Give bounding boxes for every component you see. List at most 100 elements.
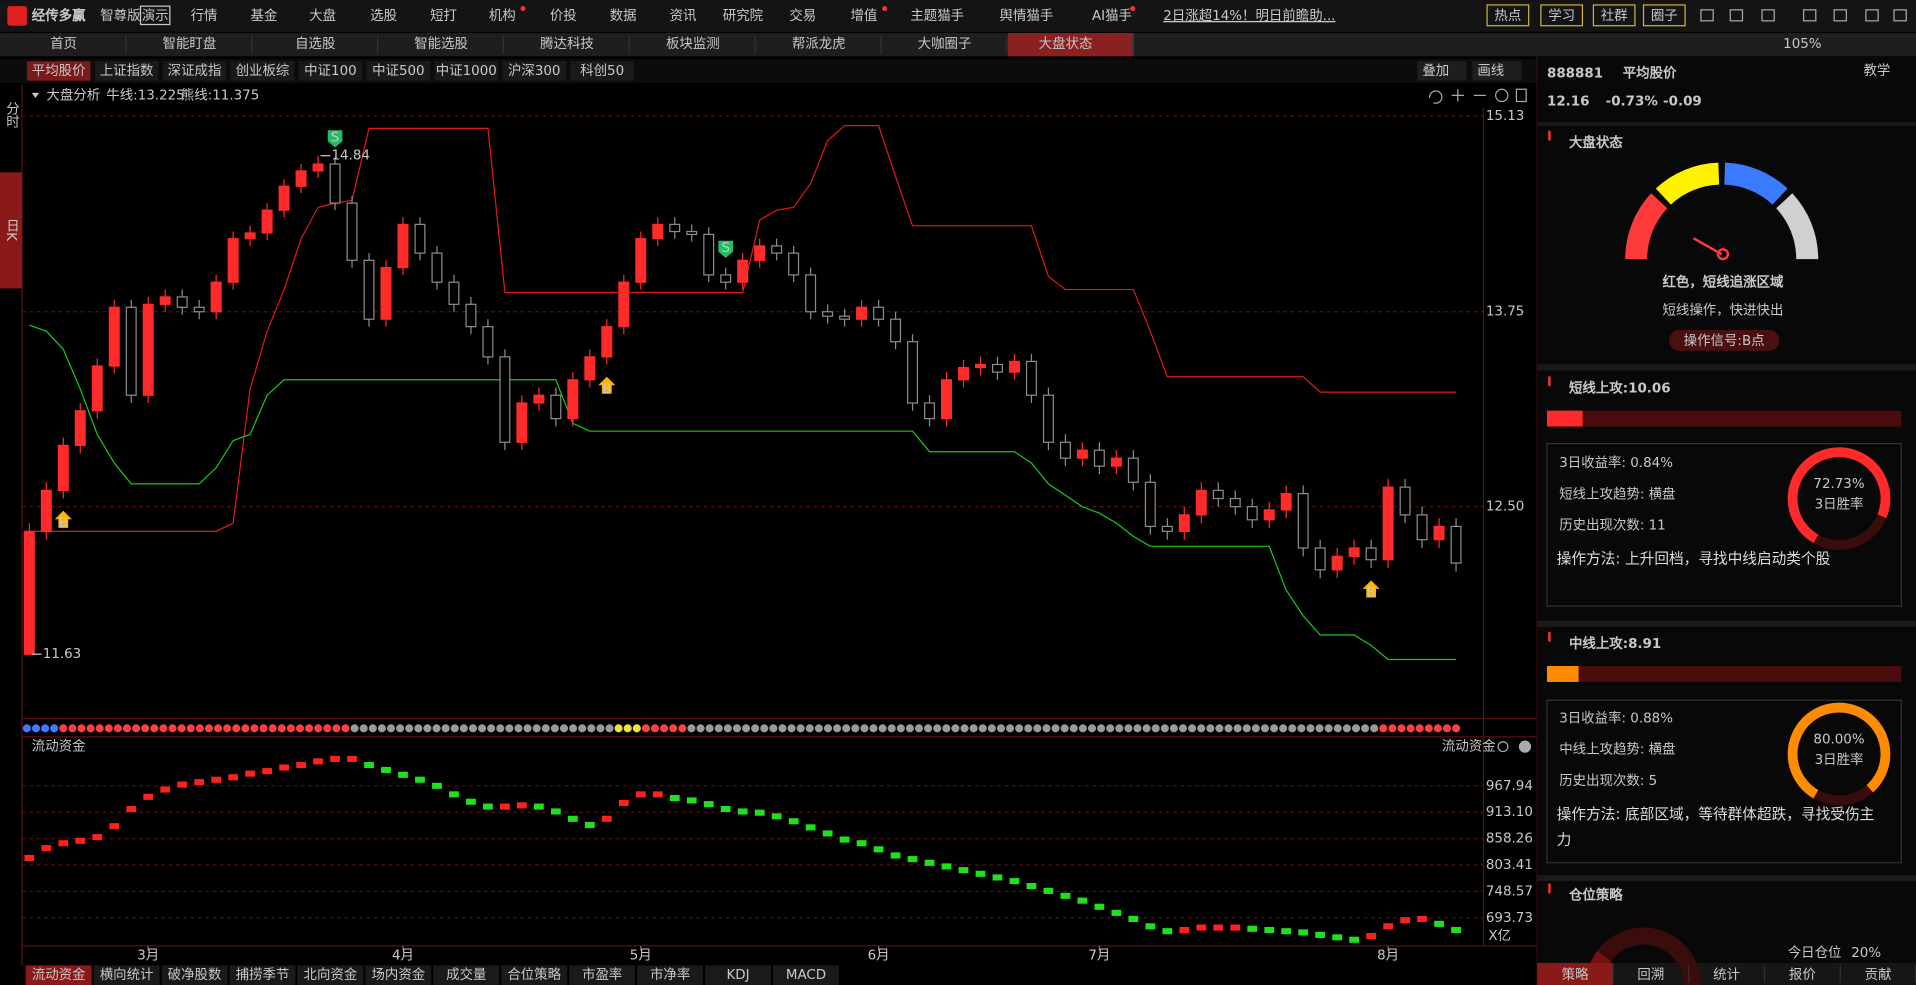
menu-item[interactable]: 数据 xyxy=(610,8,637,24)
menu-item[interactable]: 短打 xyxy=(430,7,457,24)
bottom-tab[interactable]: 合位策略 xyxy=(507,966,561,983)
tool-bg[interactable] xyxy=(1472,61,1522,81)
bottom-tab-bg[interactable] xyxy=(569,965,636,985)
top-button[interactable]: 学习 xyxy=(1548,8,1575,24)
bottom-tab-bg[interactable] xyxy=(25,965,92,985)
index-tab-bg[interactable] xyxy=(162,61,227,81)
index-tab[interactable]: 创业板综 xyxy=(236,63,290,79)
menu-item[interactable]: 资讯 xyxy=(670,8,697,24)
top-button[interactable]: 热点 xyxy=(1494,8,1521,24)
panel-tab[interactable]: 回溯 xyxy=(1637,967,1664,983)
bottom-tab[interactable]: MACD xyxy=(786,968,826,983)
side-active[interactable] xyxy=(0,172,22,289)
bottom-tab-bg[interactable] xyxy=(433,965,500,985)
bottom-tab-bg[interactable] xyxy=(365,965,432,985)
demo[interactable]: 演示 xyxy=(142,8,169,24)
menu-item[interactable]: 选股 xyxy=(370,8,397,24)
menu-item[interactable]: 交易 xyxy=(789,7,816,24)
menu-item[interactable]: 舆情猫手 xyxy=(1000,8,1054,24)
bottom-tab-bg[interactable] xyxy=(161,965,228,985)
index-tab-bg[interactable] xyxy=(26,61,91,81)
index-tab[interactable]: 科创50 xyxy=(580,63,624,79)
tab[interactable]: 首页 xyxy=(50,36,77,52)
panel-tab[interactable]: 贡献 xyxy=(1865,967,1892,983)
status-dot xyxy=(1188,724,1197,733)
tab[interactable]: 腾达科技 xyxy=(540,35,594,52)
panel-tab[interactable]: 策略 xyxy=(1562,966,1589,983)
tab[interactable]: 智能盯盘 xyxy=(163,35,217,52)
index-tab[interactable]: 中证500 xyxy=(372,63,425,79)
menu-item[interactable]: 研究院 xyxy=(723,8,763,24)
index-tab[interactable]: 中证100 xyxy=(304,63,357,79)
tab[interactable]: 大咖圈子 xyxy=(918,36,972,52)
index-tab-bg[interactable] xyxy=(94,61,159,81)
candle-body xyxy=(601,326,613,358)
panel-tab-active[interactable] xyxy=(1537,962,1613,985)
flow-tool[interactable] xyxy=(1497,741,1509,753)
status-dot xyxy=(95,724,104,733)
chart-tool[interactable] xyxy=(1495,88,1509,103)
bottom-tab[interactable]: 市净率 xyxy=(650,966,690,983)
menu-item[interactable]: 价投 xyxy=(550,8,577,24)
tab[interactable]: 智能选股 xyxy=(414,36,468,52)
flow-tool[interactable] xyxy=(1518,740,1532,753)
panel-tab[interactable]: 统计 xyxy=(1713,967,1740,983)
tool-bg[interactable] xyxy=(1417,61,1467,81)
index-tab-bg[interactable] xyxy=(230,61,295,81)
index-tab-bg[interactable] xyxy=(434,61,499,81)
menu-item[interactable]: 大盘 xyxy=(309,7,336,24)
bottom-tab-bg[interactable] xyxy=(229,965,296,985)
index-tab[interactable]: 深证成指 xyxy=(168,63,222,79)
index-tab[interactable]: 中证1000 xyxy=(436,63,497,79)
bottom-tab-bg[interactable] xyxy=(501,965,568,985)
bottom-tab[interactable]: 流动资金 xyxy=(32,967,86,983)
menu-item[interactable]: AI猫手 xyxy=(1092,8,1132,24)
menu-item[interactable]: 行情 xyxy=(191,8,218,24)
index-tab-bg[interactable] xyxy=(298,61,363,81)
promo[interactable]: 2日涨超14%！明日前瞻助... xyxy=(1163,7,1335,24)
menu-item[interactable]: 基金 xyxy=(250,7,277,24)
bottom-tab[interactable]: 场内资金 xyxy=(371,967,425,983)
panel-tab[interactable]: 报价 xyxy=(1789,967,1816,983)
top-button[interactable]: 圈子 xyxy=(1651,8,1678,24)
menu-item[interactable]: 主题猫手 xyxy=(910,8,964,24)
bottom-tab-bg[interactable] xyxy=(705,965,772,985)
index-tab-bg[interactable] xyxy=(366,61,431,81)
index-tab-bg[interactable] xyxy=(570,61,634,81)
bottom-tab[interactable]: KDJ xyxy=(726,968,749,983)
bottom-tab-bg[interactable] xyxy=(93,965,160,985)
chart-tool[interactable] xyxy=(1429,90,1443,104)
bottom-tab[interactable]: 捕捞季节 xyxy=(236,967,290,983)
tab[interactable]: 板块监测 xyxy=(666,36,720,52)
candle-body xyxy=(754,245,766,261)
tab[interactable]: 自选股 xyxy=(295,36,335,52)
tool[interactable]: 画线 xyxy=(1477,63,1504,79)
menu-item[interactable]: 增值 xyxy=(850,8,877,24)
side-minute[interactable]: 分时 xyxy=(3,101,20,128)
bottom-tab[interactable]: 成交量 xyxy=(446,966,486,983)
index-tab[interactable]: 上证指数 xyxy=(100,63,154,79)
tool[interactable]: 叠加 xyxy=(1422,63,1449,79)
bottom-tab[interactable]: 市盈率 xyxy=(582,966,622,983)
teach[interactable]: 教学 xyxy=(1863,63,1890,79)
chart-tool[interactable] xyxy=(1515,88,1527,103)
status-dot xyxy=(1042,724,1051,733)
bottom-tab-bg[interactable] xyxy=(297,965,364,985)
menu-item[interactable]: 机构 xyxy=(489,8,516,24)
bottom-tab[interactable]: 横向统计 xyxy=(100,967,154,983)
flow-title: 流动资金 xyxy=(32,739,86,755)
window-icon xyxy=(1729,9,1744,22)
status-dot xyxy=(1233,724,1242,733)
bottom-tab[interactable]: 北向资金 xyxy=(304,967,358,983)
bottom-tab-bg[interactable] xyxy=(637,965,704,985)
chart-tool[interactable] xyxy=(1451,89,1464,102)
index-tab-bg[interactable] xyxy=(502,61,567,81)
bottom-tab[interactable]: 破净股数 xyxy=(168,967,222,983)
index-tab[interactable]: 平均股价 xyxy=(32,63,86,79)
tab[interactable]: 大盘状态 xyxy=(1039,35,1093,52)
top-button[interactable]: 社群 xyxy=(1601,8,1628,24)
side-daily[interactable]: 日K xyxy=(3,219,18,242)
index-tab[interactable]: 沪深300 xyxy=(508,63,561,79)
bottom-tab-bg[interactable] xyxy=(772,965,839,985)
tab[interactable]: 帮派龙虎 xyxy=(792,36,846,52)
